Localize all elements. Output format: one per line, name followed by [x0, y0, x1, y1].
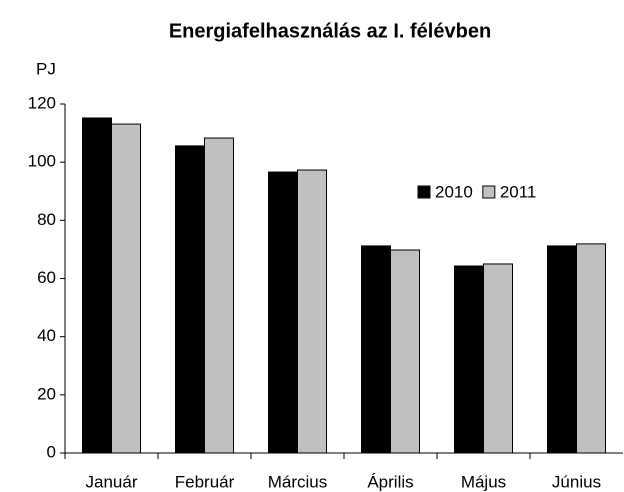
bar	[361, 245, 391, 454]
bar	[576, 243, 606, 454]
x-tick-label: Március	[268, 472, 328, 491]
x-tick-label: Június	[552, 472, 601, 491]
bar	[111, 123, 141, 454]
y-tick-label: 120	[28, 93, 56, 112]
legend-label: 2010	[435, 182, 473, 201]
y-tick-label: 60	[37, 268, 56, 287]
bar	[175, 145, 205, 454]
bar	[454, 265, 484, 454]
x-tick-label: Május	[461, 472, 506, 491]
x-tick-label: Január	[86, 472, 138, 491]
x-tick-label: Április	[367, 472, 413, 491]
y-tick-label: 0	[47, 442, 56, 461]
bar	[390, 249, 420, 454]
bar	[547, 245, 577, 454]
bar	[82, 117, 112, 454]
legend-swatch	[417, 185, 431, 199]
bar	[297, 169, 327, 454]
y-tick-label: 40	[37, 326, 56, 345]
bar	[483, 263, 513, 454]
y-tick-label: 100	[28, 152, 56, 171]
legend-label: 2011	[500, 182, 537, 201]
bar	[268, 171, 298, 454]
chart-title: Energiafelhasználás az I. félévben	[169, 20, 491, 42]
legend-swatch	[482, 185, 496, 199]
y-tick-label: 80	[37, 210, 56, 229]
bar	[204, 137, 234, 454]
x-tick-label: Február	[175, 472, 235, 491]
y-axis-label: PJ	[36, 59, 56, 78]
y-tick-label: 20	[37, 384, 56, 403]
